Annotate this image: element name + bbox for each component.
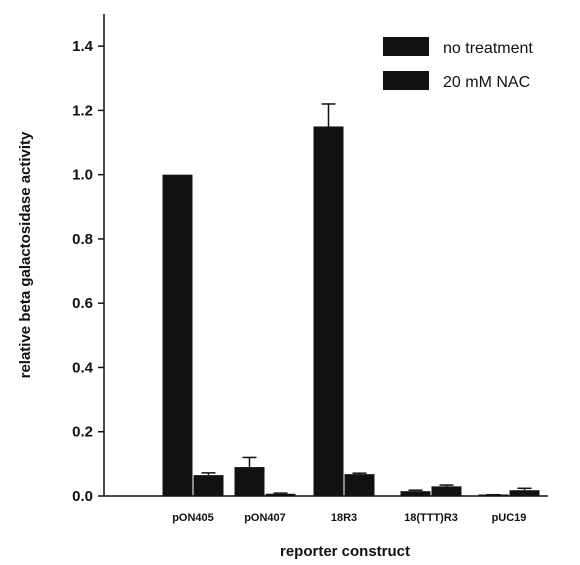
legend-swatch <box>383 71 429 90</box>
legend-label: no treatment <box>443 40 533 57</box>
chart-bars <box>162 103 540 496</box>
y-tick-label: 0.6 <box>72 295 93 312</box>
chart-legend: no treatment 20 mM NAC <box>383 37 533 91</box>
chart-axes: 0.0 0.2 0.4 0.6 0.8 1.0 1.2 1.4 pON405 pON407 18R3… <box>72 14 548 524</box>
y-tick-label: 1.0 <box>72 167 93 184</box>
bar-nac-0 <box>193 475 224 496</box>
bar-nac-2 <box>344 474 375 496</box>
category-label: pON407 <box>244 512 286 524</box>
bar-no-treatment-2 <box>313 126 344 496</box>
y-tick-label: 0.4 <box>72 359 94 376</box>
y-axis-title: relative beta galactosidase activity <box>17 131 34 378</box>
legend-label: 20 mM NAC <box>443 74 530 91</box>
y-tick-label: 0.0 <box>72 488 93 505</box>
category-label: pUC19 <box>492 512 527 524</box>
bar-no-treatment-3 <box>400 491 431 496</box>
bar-no-treatment-0 <box>162 174 193 496</box>
bar-nac-1 <box>265 493 296 496</box>
category-label: 18R3 <box>331 512 357 524</box>
y-tick-label: 1.2 <box>72 102 93 119</box>
y-tick-label: 0.8 <box>72 231 93 248</box>
legend-swatch <box>383 37 429 56</box>
category-label: pON405 <box>172 512 214 524</box>
category-label: 18(TTT)R3 <box>404 512 458 524</box>
bar-nac-3 <box>431 486 462 496</box>
y-tick-label: 1.4 <box>72 38 94 55</box>
x-axis-title: reporter construct <box>280 543 410 560</box>
bar-nac-4 <box>509 490 540 496</box>
bar-no-treatment-1 <box>234 467 265 496</box>
y-tick-label: 0.2 <box>72 424 93 441</box>
